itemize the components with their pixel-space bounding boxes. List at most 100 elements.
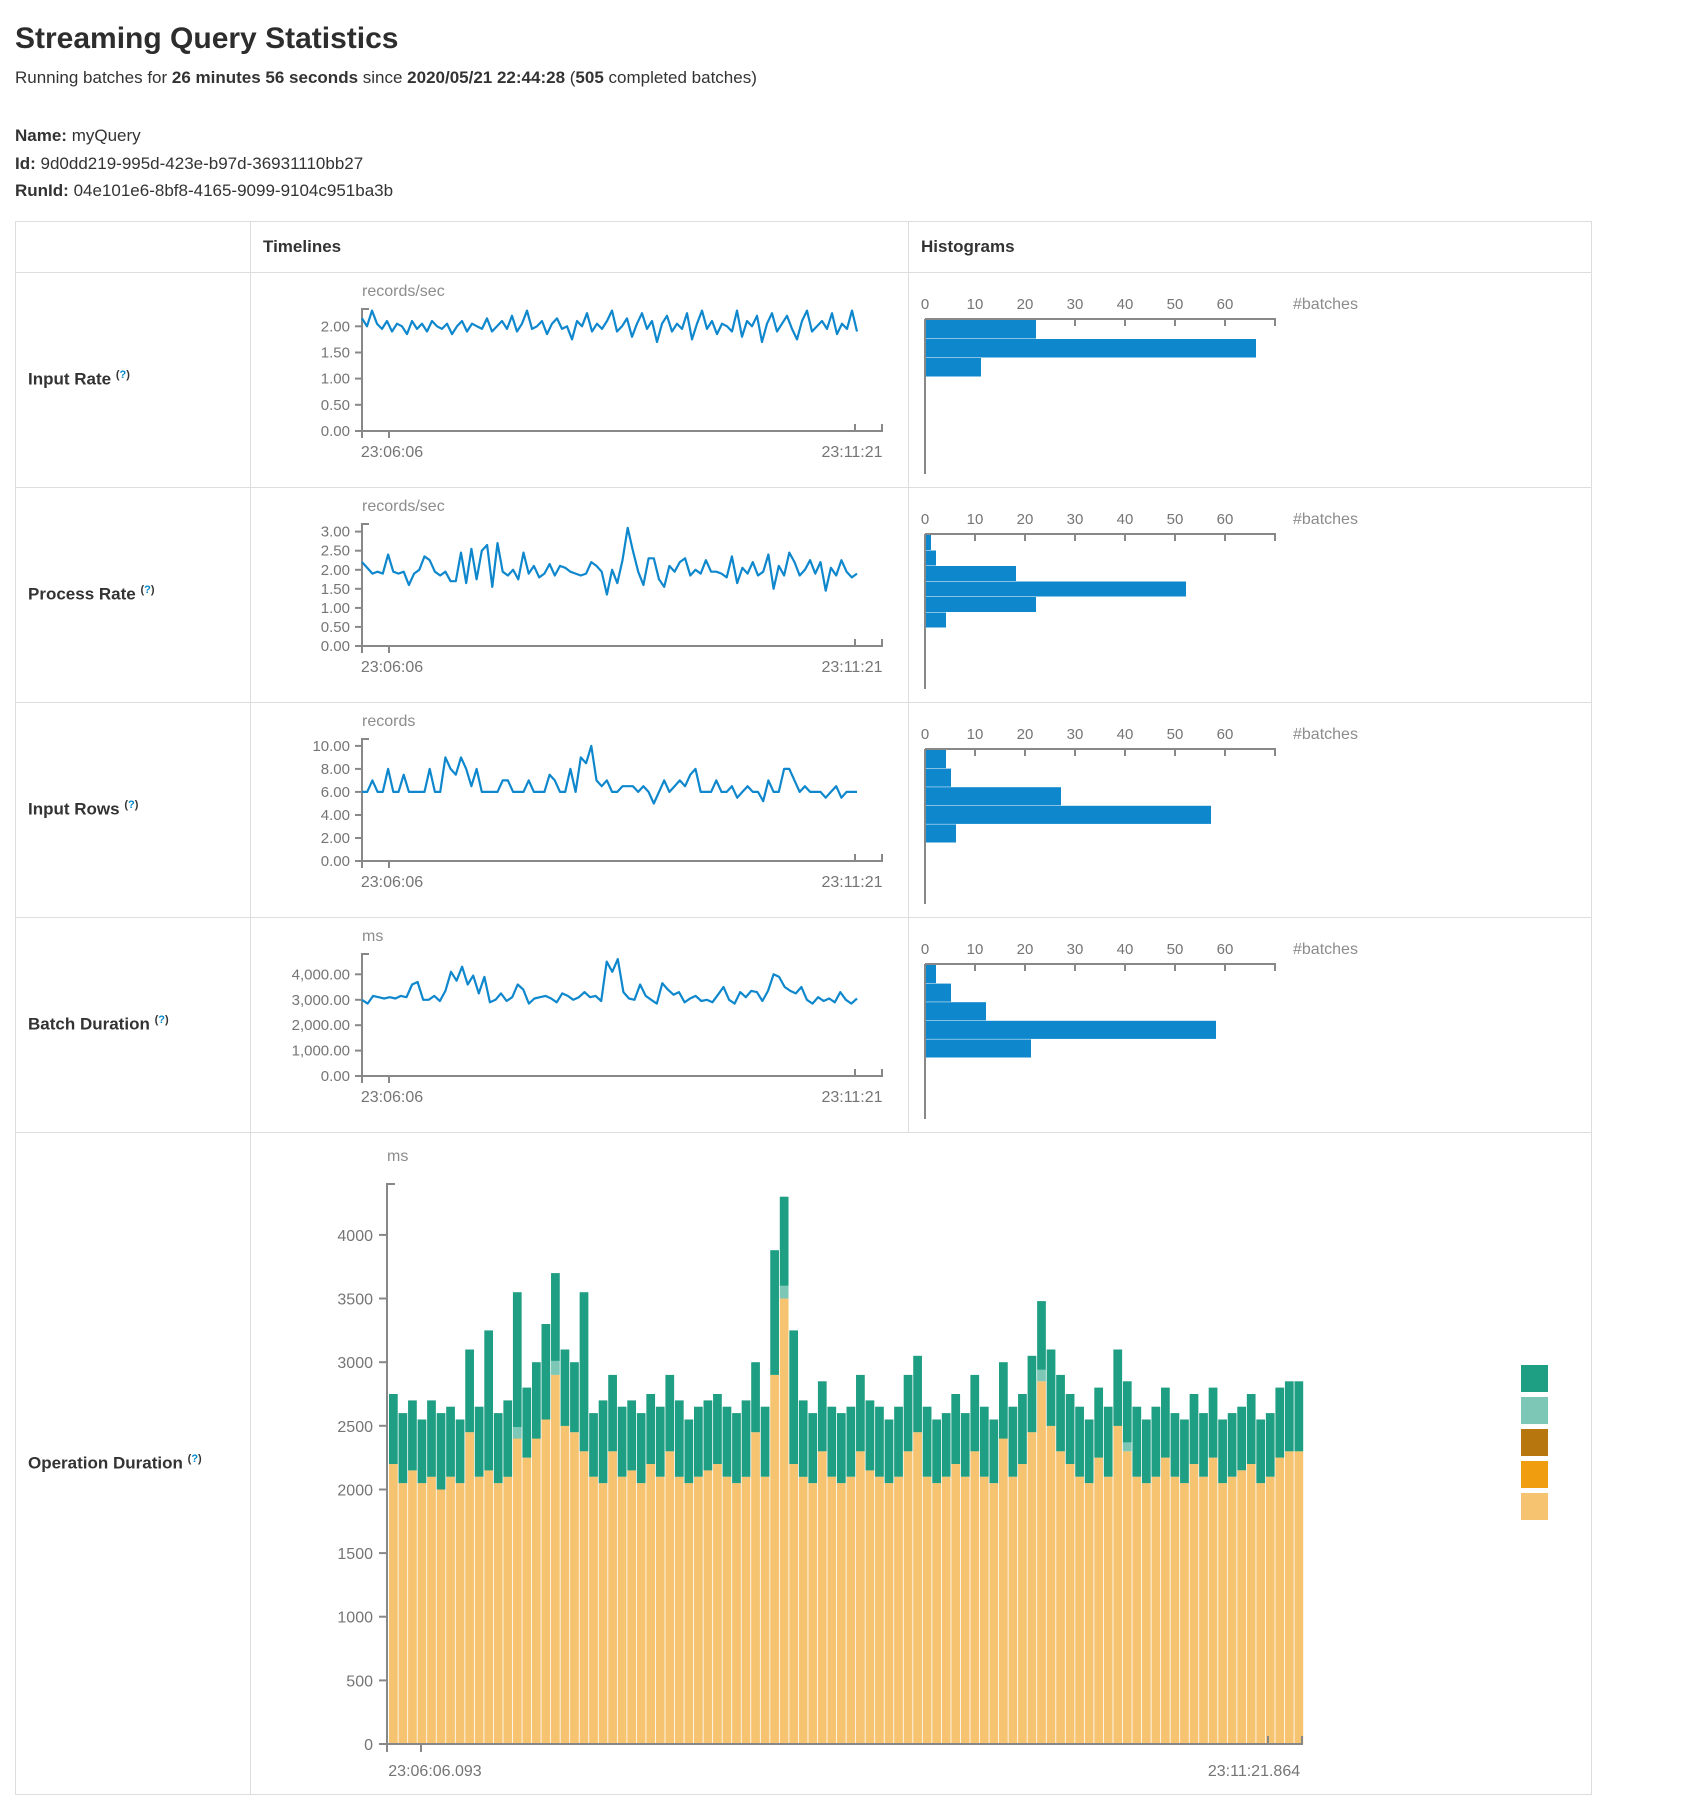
batch-duration-timeline: ms 0.00 1,000.00 2,000.00 3,000.00 4,000.00 23… [292,928,883,1106]
svg-text:60: 60 [1217,726,1234,743]
query-runid-line: RunId: 04e101e6-8bf8-4165-9099-9104c951b… [15,177,1693,205]
svg-text:ms: ms [387,1148,408,1165]
svg-text:500: 500 [346,1673,373,1690]
svg-text:23:06:06: 23:06:06 [361,444,423,461]
svg-text:0.00: 0.00 [321,423,350,440]
svg-text:50: 50 [1167,726,1184,743]
row-label-text: Input Rows [28,799,120,819]
svg-text:4.00: 4.00 [321,807,350,824]
svg-text:0: 0 [921,511,929,528]
svg-text:20: 20 [1017,726,1034,743]
svg-text:0.00: 0.00 [321,638,350,655]
row-label-operation-duration: Operation Duration (?) [15,1131,251,1795]
hist-bar [926,534,931,550]
svg-text:0.50: 0.50 [321,396,350,413]
input-rows-histogram-cell: 0 10 20 30 40 50 60 #batches [908,701,1592,918]
svg-text:10: 10 [967,296,984,313]
svg-text:4000: 4000 [337,1227,373,1244]
svg-text:2.00: 2.00 [321,561,350,578]
svg-text:40: 40 [1117,941,1134,958]
svg-text:#batches: #batches [1293,511,1358,528]
row-label-process-rate: Process Rate (?) [15,486,251,703]
help-icon-batch-duration[interactable]: (?) [154,1014,169,1027]
input-rate-timeline-cell: records/sec 0.00 0.50 1.00 1.50 2.00 23:06:06 2… [250,271,909,488]
input-rows-histogram: 0 10 20 30 40 50 60 #batches [921,726,1358,904]
subtitle-middle: since [358,68,408,87]
timeline-series [361,957,858,1005]
svg-text:records: records [362,713,415,730]
svg-text:0.00: 0.00 [321,853,350,870]
svg-text:1,000.00: 1,000.00 [292,1042,350,1059]
svg-text:0.00: 0.00 [321,1068,350,1085]
svg-text:0: 0 [921,296,929,313]
svg-text:0: 0 [921,941,929,958]
query-id-line: Id: 9d0dd219-995d-423e-b97d-36931110bb27 [15,150,1693,178]
hist-bar [926,357,981,377]
help-icon-operation-duration[interactable]: (?) [187,1452,202,1465]
svg-text:records/sec: records/sec [362,283,445,300]
svg-text:30: 30 [1067,511,1084,528]
svg-text:1.50: 1.50 [321,580,350,597]
hist-bar [926,768,951,787]
svg-text:23:11:21: 23:11:21 [821,1089,882,1106]
svg-text:2500: 2500 [337,1418,373,1435]
timeline-series [362,744,857,805]
corner-cell [15,220,251,273]
svg-text:2000: 2000 [337,1482,373,1499]
svg-text:20: 20 [1017,296,1034,313]
streaming-query-statistics-page: Streaming Query Statistics Running batch… [15,22,1693,1795]
svg-text:20: 20 [1017,941,1034,958]
y-axis: 0.00 0.50 1.00 1.50 2.00 2.50 3.00 [321,522,369,655]
help-icon-process-rate[interactable]: (?) [140,584,155,597]
hist-bar [926,823,956,843]
batch-duration-histogram-cell: 0 10 20 30 40 50 60 #batches [908,916,1592,1133]
table-header-row: Timelines Histograms [15,220,1592,273]
input-rate-row: Input Rate (?) records/sec 0.00 0.50 1.00 1.… [15,271,1592,488]
y-axis: 0.00 1,000.00 2,000.00 3,000.00 4,000.00 [292,952,369,1085]
row-label-batch-duration: Batch Duration (?) [15,916,251,1133]
svg-text:50: 50 [1167,941,1184,958]
x-axis: 23:06:06 23:11:21 [361,853,883,891]
name-value: myQuery [71,126,141,145]
svg-text:30: 30 [1067,296,1084,313]
legend-swatch [1521,1460,1548,1488]
input-rows-timeline-cell: records 0.00 2.00 4.00 6.00 8.00 10.00 23:06:06… [250,701,909,918]
name-label: Name: [15,126,67,145]
svg-text:ms: ms [362,928,383,945]
svg-text:1.00: 1.00 [321,599,350,616]
y-axis: 0.00 0.50 1.00 1.50 2.00 [321,307,369,440]
timelines-header: Timelines [250,220,909,273]
svg-text:30: 30 [1067,726,1084,743]
input-rows-timeline: records 0.00 2.00 4.00 6.00 8.00 10.00 23:06:06… [312,713,883,891]
y-axis: 0.00 2.00 4.00 6.00 8.00 10.00 [312,737,369,870]
top-axis: 0 10 20 30 40 50 60 #batches [921,726,1358,756]
input-rows-timeline-chart: records 0.00 2.00 4.00 6.00 8.00 10.00 23:06:06… [257,709,908,914]
legend-swatch [1521,1492,1548,1520]
svg-text:30: 30 [1067,941,1084,958]
svg-text:2.00: 2.00 [321,830,350,847]
timeline-series [361,309,859,343]
x-axis: 23:06:06 23:11:21 [361,423,883,461]
svg-text:3.00: 3.00 [321,523,350,540]
input-rows-histogram-chart: 0 10 20 30 40 50 60 #batches [915,709,1591,914]
batch-duration-histogram-chart: 0 10 20 30 40 50 60 #batches [915,924,1591,1129]
runid-label: RunId: [15,181,69,201]
hist-bar [926,786,1061,805]
svg-text:6.00: 6.00 [321,783,350,800]
query-name-line: Name: myQuery [15,122,1693,150]
svg-text:#batches: #batches [1293,296,1358,313]
svg-text:23:06:06.093: 23:06:06.093 [388,1763,482,1780]
help-icon-input-rows[interactable]: (?) [124,799,139,812]
svg-text:3,000.00: 3,000.00 [292,991,350,1008]
svg-text:4,000.00: 4,000.00 [292,966,350,983]
hist-bar [926,805,1211,824]
process-rate-histogram-chart: 0 10 20 30 40 50 60 #batches [915,494,1591,699]
legend-swatch [1521,1364,1548,1392]
x-axis: 23:06:06 23:11:21 [361,638,883,676]
input-rate-histogram-chart: 0 10 20 30 40 50 60 #batches [915,279,1591,484]
process-rate-timeline-chart: records/sec 0.00 0.50 1.00 1.50 2.00 2.50 3.00 2… [257,494,908,699]
hist-bar [926,550,936,566]
help-icon-input-rate[interactable]: (?) [115,369,130,382]
hist-bar [926,1001,986,1020]
svg-text:10: 10 [967,511,984,528]
